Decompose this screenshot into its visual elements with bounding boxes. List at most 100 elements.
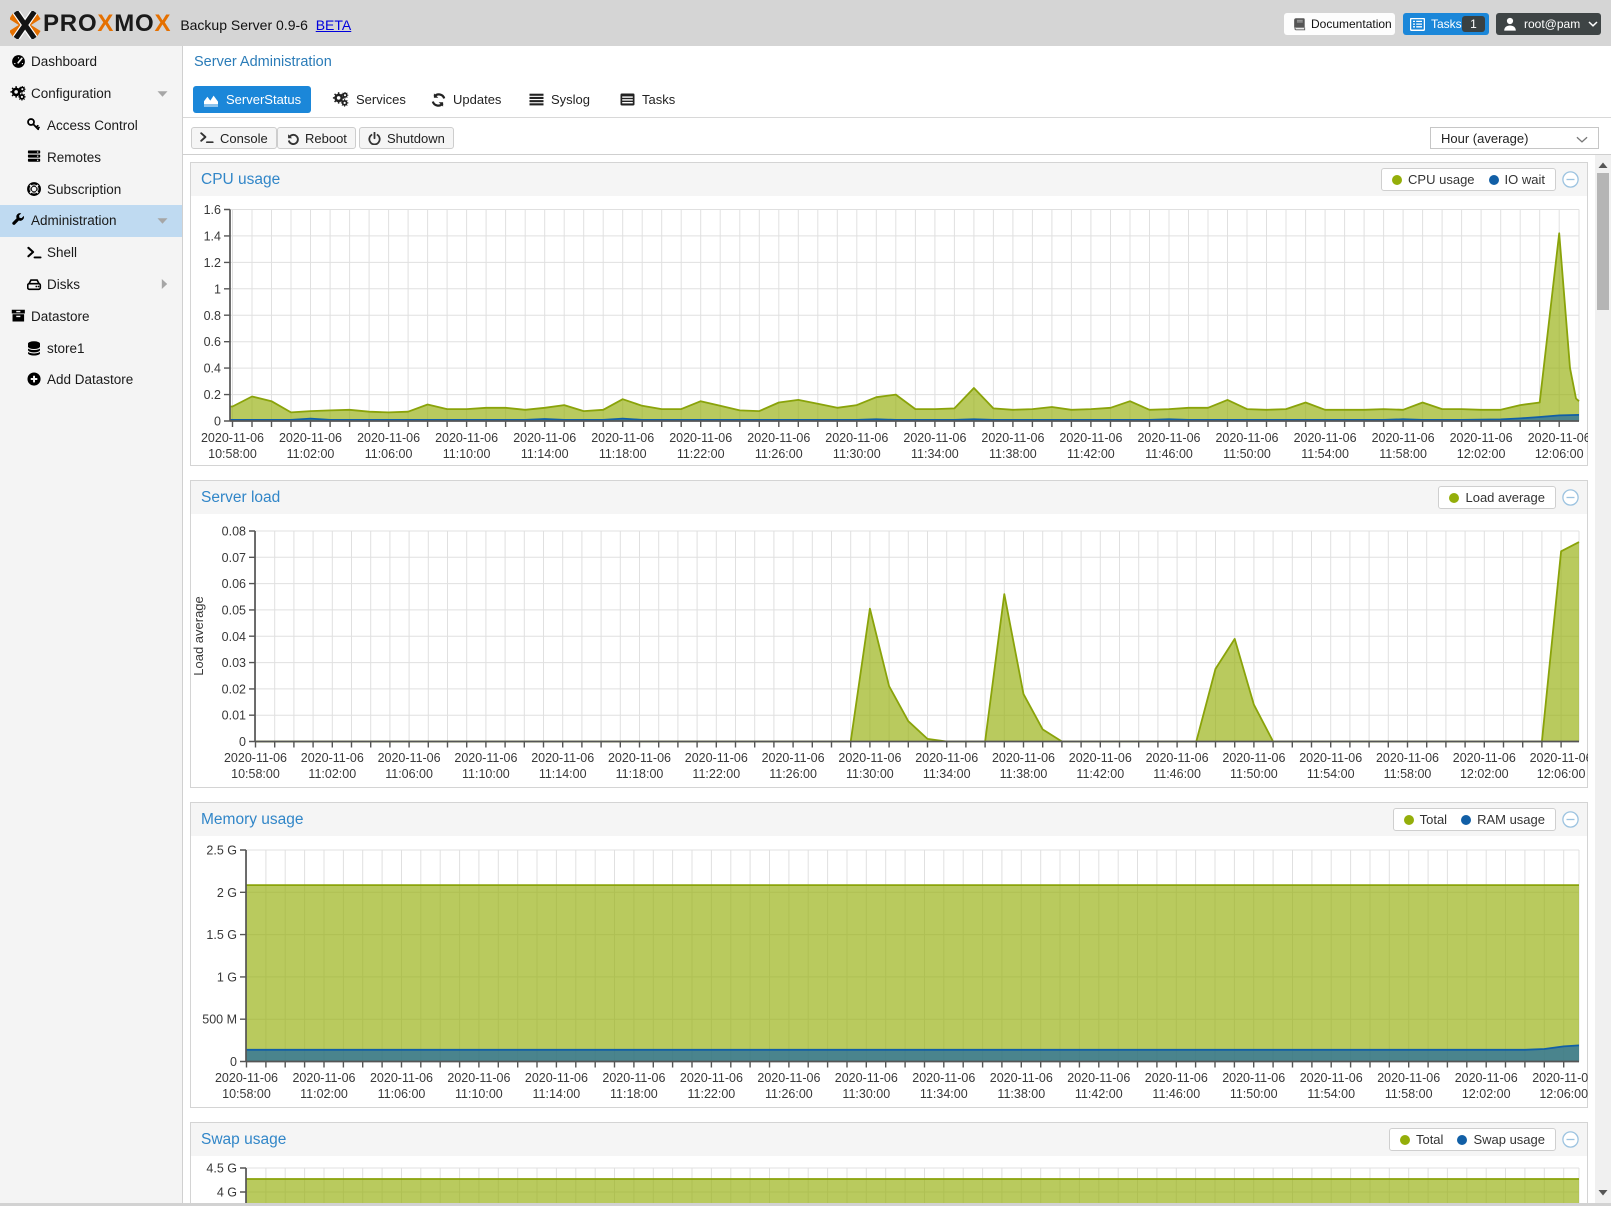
svg-text:12:02:00: 12:02:00 — [1457, 447, 1506, 461]
svg-text:11:58:00: 11:58:00 — [1384, 767, 1432, 781]
svg-text:1.6: 1.6 — [204, 203, 221, 217]
svg-text:2020-11-06: 2020-11-06 — [1377, 1071, 1440, 1085]
svg-text:Load average: Load average — [191, 596, 206, 676]
svg-text:11:46:00: 11:46:00 — [1153, 767, 1201, 781]
svg-text:11:42:00: 11:42:00 — [1076, 767, 1124, 781]
svg-text:10:58:00: 10:58:00 — [231, 767, 280, 781]
svg-text:4 G: 4 G — [217, 1186, 237, 1200]
svg-text:2020-11-06: 2020-11-06 — [301, 751, 364, 765]
svg-text:2020-11-06: 2020-11-06 — [669, 431, 732, 445]
svg-text:2020-11-06: 2020-11-06 — [1300, 1071, 1363, 1085]
svg-text:2020-11-06: 2020-11-06 — [1215, 431, 1278, 445]
svg-text:11:02:00: 11:02:00 — [300, 1087, 348, 1101]
svg-text:11:34:00: 11:34:00 — [920, 1087, 968, 1101]
svg-text:12:02:00: 12:02:00 — [1460, 767, 1509, 781]
svg-text:11:46:00: 11:46:00 — [1145, 447, 1193, 461]
svg-text:2020-11-06: 2020-11-06 — [1067, 1071, 1130, 1085]
svg-text:2020-11-06: 2020-11-06 — [1146, 751, 1209, 765]
svg-text:2.5 G: 2.5 G — [206, 844, 237, 858]
svg-text:12:06:00: 12:06:00 — [1539, 1087, 1588, 1101]
svg-text:2020-11-06: 2020-11-06 — [981, 431, 1044, 445]
svg-text:2020-11-06: 2020-11-06 — [525, 1071, 588, 1085]
svg-text:11:54:00: 11:54:00 — [1307, 1087, 1355, 1101]
svg-text:2020-11-06: 2020-11-06 — [757, 1071, 820, 1085]
svg-text:2020-11-06: 2020-11-06 — [1299, 751, 1362, 765]
svg-text:2020-11-06: 2020-11-06 — [1145, 1071, 1208, 1085]
svg-text:11:50:00: 11:50:00 — [1223, 447, 1271, 461]
svg-text:11:26:00: 11:26:00 — [769, 767, 817, 781]
svg-text:12:06:00: 12:06:00 — [1537, 767, 1586, 781]
svg-text:2020-11-06: 2020-11-06 — [215, 1071, 278, 1085]
svg-text:11:58:00: 11:58:00 — [1385, 1087, 1433, 1101]
svg-text:11:54:00: 11:54:00 — [1301, 447, 1349, 461]
svg-text:0: 0 — [230, 1055, 237, 1069]
svg-text:11:58:00: 11:58:00 — [1379, 447, 1427, 461]
svg-text:12:06:00: 12:06:00 — [1535, 447, 1584, 461]
svg-text:10:58:00: 10:58:00 — [222, 1087, 271, 1101]
svg-text:0.06: 0.06 — [222, 577, 246, 591]
svg-text:2020-11-06: 2020-11-06 — [825, 431, 888, 445]
svg-text:11:42:00: 11:42:00 — [1075, 1087, 1123, 1101]
svg-text:11:46:00: 11:46:00 — [1152, 1087, 1200, 1101]
svg-text:2020-11-06: 2020-11-06 — [454, 751, 517, 765]
svg-text:4.5 G: 4.5 G — [206, 1162, 237, 1176]
svg-text:2020-11-06: 2020-11-06 — [747, 431, 810, 445]
svg-text:11:50:00: 11:50:00 — [1230, 767, 1278, 781]
svg-text:2020-11-06: 2020-11-06 — [1372, 431, 1435, 445]
svg-text:2020-11-06: 2020-11-06 — [992, 751, 1055, 765]
svg-text:1.2: 1.2 — [204, 256, 221, 270]
svg-text:11:34:00: 11:34:00 — [923, 767, 971, 781]
svg-text:10:58:00: 10:58:00 — [208, 447, 257, 461]
svg-text:11:22:00: 11:22:00 — [688, 1087, 736, 1101]
svg-text:0.6: 0.6 — [204, 335, 221, 349]
svg-text:11:54:00: 11:54:00 — [1307, 767, 1355, 781]
svg-text:11:38:00: 11:38:00 — [1000, 767, 1048, 781]
svg-text:11:18:00: 11:18:00 — [616, 767, 664, 781]
svg-text:11:10:00: 11:10:00 — [455, 1087, 503, 1101]
svg-text:2020-11-06: 2020-11-06 — [1453, 751, 1516, 765]
svg-text:2020-11-06: 2020-11-06 — [1530, 751, 1588, 765]
svg-text:12:02:00: 12:02:00 — [1462, 1087, 1511, 1101]
svg-text:2020-11-06: 2020-11-06 — [1450, 431, 1513, 445]
svg-text:0.03: 0.03 — [222, 656, 246, 670]
svg-text:2020-11-06: 2020-11-06 — [447, 1071, 510, 1085]
svg-text:500 M: 500 M — [202, 1013, 237, 1027]
svg-text:1 G: 1 G — [217, 970, 237, 984]
svg-text:11:18:00: 11:18:00 — [610, 1087, 658, 1101]
svg-text:2020-11-06: 2020-11-06 — [1069, 751, 1132, 765]
svg-text:2020-11-06: 2020-11-06 — [513, 431, 576, 445]
svg-text:11:06:00: 11:06:00 — [385, 767, 433, 781]
svg-text:1: 1 — [214, 282, 221, 296]
svg-text:0: 0 — [214, 415, 221, 429]
svg-text:2020-11-06: 2020-11-06 — [279, 431, 342, 445]
svg-text:11:02:00: 11:02:00 — [287, 447, 335, 461]
svg-text:2020-11-06: 2020-11-06 — [201, 431, 264, 445]
svg-text:2020-11-06: 2020-11-06 — [685, 751, 748, 765]
svg-text:2020-11-06: 2020-11-06 — [762, 751, 825, 765]
svg-text:11:14:00: 11:14:00 — [539, 767, 587, 781]
svg-text:2020-11-06: 2020-11-06 — [680, 1071, 743, 1085]
svg-text:11:22:00: 11:22:00 — [677, 447, 725, 461]
svg-text:2 G: 2 G — [217, 886, 237, 900]
svg-text:2020-11-06: 2020-11-06 — [224, 751, 287, 765]
svg-text:2020-11-06: 2020-11-06 — [903, 431, 966, 445]
svg-text:2020-11-06: 2020-11-06 — [292, 1071, 355, 1085]
svg-text:11:22:00: 11:22:00 — [692, 767, 740, 781]
svg-text:11:06:00: 11:06:00 — [365, 447, 413, 461]
svg-text:0: 0 — [239, 735, 246, 749]
svg-text:0.2: 0.2 — [204, 388, 221, 402]
svg-text:0.01: 0.01 — [222, 709, 246, 723]
svg-text:11:30:00: 11:30:00 — [842, 1087, 890, 1101]
svg-text:2020-11-06: 2020-11-06 — [1294, 431, 1357, 445]
svg-text:0.08: 0.08 — [222, 525, 246, 539]
svg-text:2020-11-06: 2020-11-06 — [912, 1071, 975, 1085]
svg-text:1.5 G: 1.5 G — [206, 928, 237, 942]
svg-text:0.8: 0.8 — [204, 309, 221, 323]
svg-text:2020-11-06: 2020-11-06 — [1222, 751, 1285, 765]
svg-text:0.05: 0.05 — [222, 603, 246, 617]
svg-text:2020-11-06: 2020-11-06 — [838, 751, 901, 765]
svg-text:2020-11-06: 2020-11-06 — [435, 431, 498, 445]
svg-text:1.4: 1.4 — [204, 229, 221, 243]
svg-text:2020-11-06: 2020-11-06 — [1376, 751, 1439, 765]
svg-text:11:38:00: 11:38:00 — [997, 1087, 1045, 1101]
